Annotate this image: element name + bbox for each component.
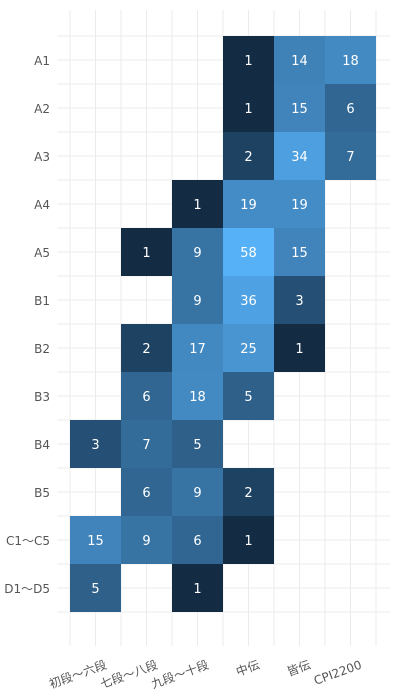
cell-value-label: 1 [295,342,303,357]
cell-value-label: 34 [291,150,308,165]
heatmap-cell [172,228,223,276]
cell-value-label: 7 [142,438,150,453]
row-label: A3 [34,150,50,164]
heatmap-cell [172,516,223,564]
cell-value-label: 17 [189,342,206,357]
heatmap-cell [121,324,172,372]
heatmap-cell [274,180,325,228]
heatmap-cell [274,276,325,324]
heatmap-cell [172,420,223,468]
column-label: 七段～八段 [98,657,160,692]
cell-value-label: 5 [193,438,201,453]
cell-value-label: 36 [240,294,257,309]
cell-value-label: 5 [91,582,99,597]
row-label: B1 [34,294,50,308]
row-labels: A1 A2 A3 A4 A5 B1 B2 B3 B4 B5 C1～C5 D1～D5 [4,54,50,596]
heatmap-cell [121,228,172,276]
heatmap-cell [121,420,172,468]
heatmap-cell [274,324,325,372]
heatmap-cell [223,324,274,372]
column-label: CPI2200 [312,658,363,688]
heatmap-cell [223,372,274,420]
heatmap-cell [223,180,274,228]
heatmap-cell [121,468,172,516]
cell-value-label: 15 [87,534,104,549]
cell-value-label: 9 [193,294,201,309]
cell-value-label: 2 [244,150,252,165]
heatmap-cell [223,228,274,276]
cell-value-label: 9 [193,246,201,261]
column-label: 九段～十段 [149,657,211,692]
cell-value-label: 1 [244,534,252,549]
cell-value-label: 14 [291,54,308,69]
cell-value-label: 9 [142,534,150,549]
heatmap-cell [172,564,223,612]
column-label: 皆伝 [285,658,312,679]
cell-value-label: 6 [346,102,354,117]
row-label: A4 [34,198,50,212]
row-label: A2 [34,102,50,116]
row-label: A5 [34,246,50,260]
cell-value-label: 18 [189,390,206,405]
cell-value-label: 6 [142,486,150,501]
heatmap-cell [274,84,325,132]
heatmap-cell [325,36,376,84]
cell-layer: 1 14 181 15 62 34 71 19 191 9 58 159 36 32 17 25 16 18 53 7… [70,36,376,612]
heatmap-cell [325,132,376,180]
heatmap-cell [121,516,172,564]
heatmap-cell [172,180,223,228]
cell-value-label: 19 [291,198,308,213]
heatmap-cell [70,564,121,612]
cell-value-label: 19 [240,198,257,213]
cell-value-label: 3 [91,438,99,453]
heatmap-cell [223,132,274,180]
row-label: B2 [34,342,50,356]
row-label: C1～C5 [6,534,50,548]
cell-value-label: 1 [244,54,252,69]
heatmap-cell [274,36,325,84]
cell-value-label: 1 [244,102,252,117]
column-label: 初段～六段 [47,657,109,692]
cell-value-label: 9 [193,486,201,501]
heatmap-cell [70,516,121,564]
heatmap-cell [223,468,274,516]
heatmap-cell [274,228,325,276]
cell-value-label: 25 [240,342,257,357]
row-label: B4 [34,438,50,452]
heatmap-cell [274,132,325,180]
column-label: 中伝 [234,657,262,679]
heatmap-cell [172,468,223,516]
heatmap-cell [223,516,274,564]
cell-value-label: 1 [142,246,150,261]
cell-value-label: 6 [142,390,150,405]
cell-value-label: 5 [244,390,252,405]
cell-value-label: 6 [193,534,201,549]
cell-value-label: 7 [346,150,354,165]
cell-value-label: 58 [240,246,257,261]
row-label: A1 [34,54,50,68]
cell-value-label: 15 [291,102,308,117]
heatmap-cell [70,420,121,468]
cell-value-label: 2 [142,342,150,357]
heatmap-cell [325,84,376,132]
heatmap-cell [172,372,223,420]
cell-value-label: 18 [342,54,359,69]
heatmap-cell [223,276,274,324]
heatmap-cell [172,324,223,372]
cell-value-label: 15 [291,246,308,261]
heatmap-cell [223,36,274,84]
cell-value-label: 3 [295,294,303,309]
cell-value-label: 1 [193,582,201,597]
heatmap-cell [121,372,172,420]
row-label: D1～D5 [4,582,50,596]
heatmap-cell [223,84,274,132]
cell-value-label: 1 [193,198,201,213]
row-label: B3 [34,390,50,404]
cell-value-label: 2 [244,486,252,501]
row-label: B5 [34,486,50,500]
heatmap-cell [172,276,223,324]
